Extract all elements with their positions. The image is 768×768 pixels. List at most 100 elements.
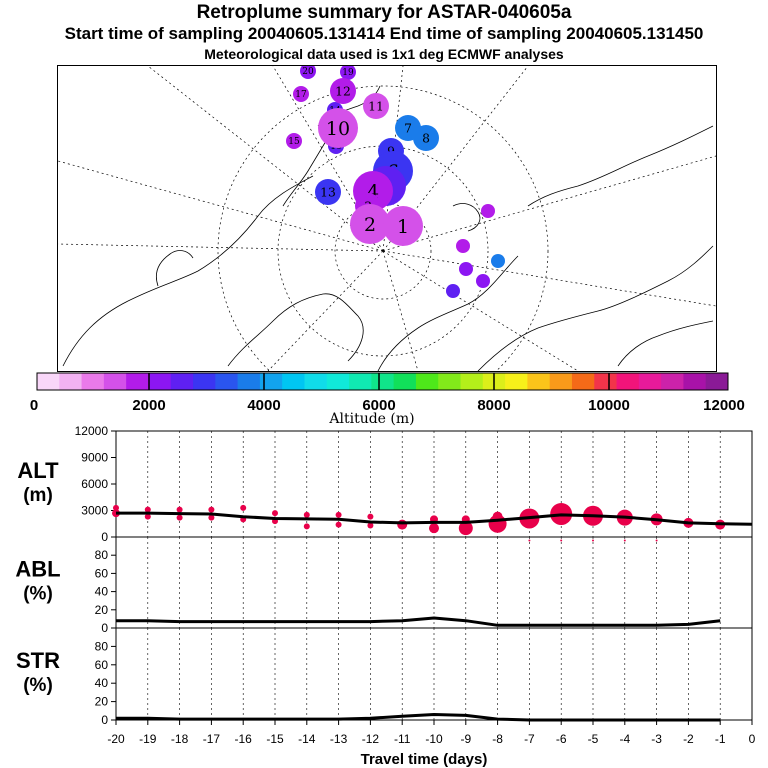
trajectory-marker [446,284,460,298]
x-tick-label: 0 [749,732,756,746]
colorbar-tick-label: 0 [30,397,38,414]
altitude-point [272,510,278,517]
alt-panel: 0 3000 6000 9000 12000 ALT(m) [17,424,753,544]
trajectory-marker [340,66,356,80]
trajectory-marker [383,206,423,246]
altitude-point [655,539,658,542]
colorbar-segment [126,373,149,390]
x-tick-label: -6 [556,732,567,746]
abl-series-line [116,616,721,627]
altitude-point [560,539,563,542]
trajectory-marker [300,66,316,79]
y-tick-label: 0 [101,530,108,544]
altitude-point [240,504,247,511]
x-tick-label: -4 [619,732,630,746]
colorbar-segment [326,373,350,390]
trajectory-marker-label: 15 [288,137,300,147]
trajectory-marker [395,115,421,141]
colorbar-segment [527,373,551,390]
colorbar-segment [103,373,127,390]
polar-map-svg: 20191716151413121110987654321 [58,66,716,371]
x-tick-label: -12 [362,732,380,746]
x-tick-label: -16 [235,732,253,746]
y-tick-label: 80 [95,548,109,562]
colorbar-segment [438,373,462,390]
trajectory-marker-label: 10 [326,118,350,140]
x-tick-label: -5 [588,732,599,746]
y-tick-label: 0 [101,713,108,727]
colorbar-segment [616,373,640,390]
x-tick-label: -15 [266,732,284,746]
colorbar-segment [259,373,283,390]
colorbar-segment [349,373,372,390]
y-tick-label: 20 [95,603,109,617]
trajectory-marker [363,93,389,119]
x-axis-label: Travel time (days) [361,751,488,768]
altitude-point [303,523,310,530]
y-axis-label: ABL [15,557,60,582]
trajectory-marker-label: 12 [335,85,351,99]
altitude-point [367,522,374,529]
x-tick-label: -18 [171,732,189,746]
colorbar-segment [571,373,595,390]
colorbar-segment [59,373,83,390]
colorbar-segment [661,373,684,390]
colorbar-segment [683,373,707,390]
altitude-point [176,514,183,521]
colorbar-segment [460,373,484,390]
y-axis-label: ALT [17,458,59,483]
colorbar-segment [170,373,194,390]
colorbar-segment [148,373,172,390]
trajectory-marker [481,204,495,218]
trajectory-marker [491,254,505,268]
colorbar-tick-label: 4000 [247,397,280,414]
colorbar-segment [371,373,395,390]
altitude-point [623,539,626,542]
altitude-point [458,521,473,536]
altitude-point [528,539,531,542]
altitude-point [208,514,215,521]
colorbar-segment [37,373,60,390]
colorbar-segment [505,373,528,390]
colorbar-segment [237,373,261,390]
x-tick-label: -14 [298,732,316,746]
trajectory-marker-label: 8 [422,132,430,146]
y-tick-label: 3000 [81,504,108,518]
trajectory-marker [286,133,302,149]
time-series-charts: 030006000900012000ALT(m)020406080ABL(%)0… [15,424,755,768]
abl-panel: 0 20 40 60 80 ABL(%) [15,536,753,635]
x-tick-label: -11 [394,732,411,746]
trajectory-markers: 20191716151413121110987654321 [286,66,505,298]
met-data-subtitle: Meteorological data used is 1x1 deg ECMW… [204,46,564,62]
colorbar-tick-label: 8000 [477,397,510,414]
trajectory-marker-label: 13 [320,186,336,200]
x-tick-label: -2 [683,732,694,746]
y-tick-label: 0 [101,621,108,635]
altitude-colorbar: 0 2000 4000 6000 8000 10000 12000 [30,372,745,414]
colorbar-segment [393,373,417,390]
altitude-point [429,523,439,534]
y-tick-label: 60 [95,566,109,580]
x-tick-label: -10 [425,732,443,746]
colorbar-tick-label: 6000 [362,397,395,414]
y-tick-label: 12000 [75,424,109,438]
y-axis-unit: (%) [23,584,53,605]
colorbar-segment [705,373,729,390]
trajectory-marker [318,108,358,148]
colorbar-frame [36,372,729,391]
altitude-point [144,513,151,520]
y-tick-label: 40 [95,585,109,599]
y-tick-label: 20 [95,695,109,709]
str-series-line [116,713,721,722]
polar-map: 20191716151413121110987654321 [57,65,717,372]
colorbar-segment [304,373,328,390]
altitude-point [397,519,408,530]
trajectory-marker [476,274,490,288]
chart-title: Retroplume summary for ASTAR-040605a [196,2,572,23]
y-tick-label: 6000 [81,477,108,491]
x-tick-label: -13 [330,732,348,746]
x-tick-label: -17 [203,732,221,746]
colorbar-segment [215,373,239,390]
